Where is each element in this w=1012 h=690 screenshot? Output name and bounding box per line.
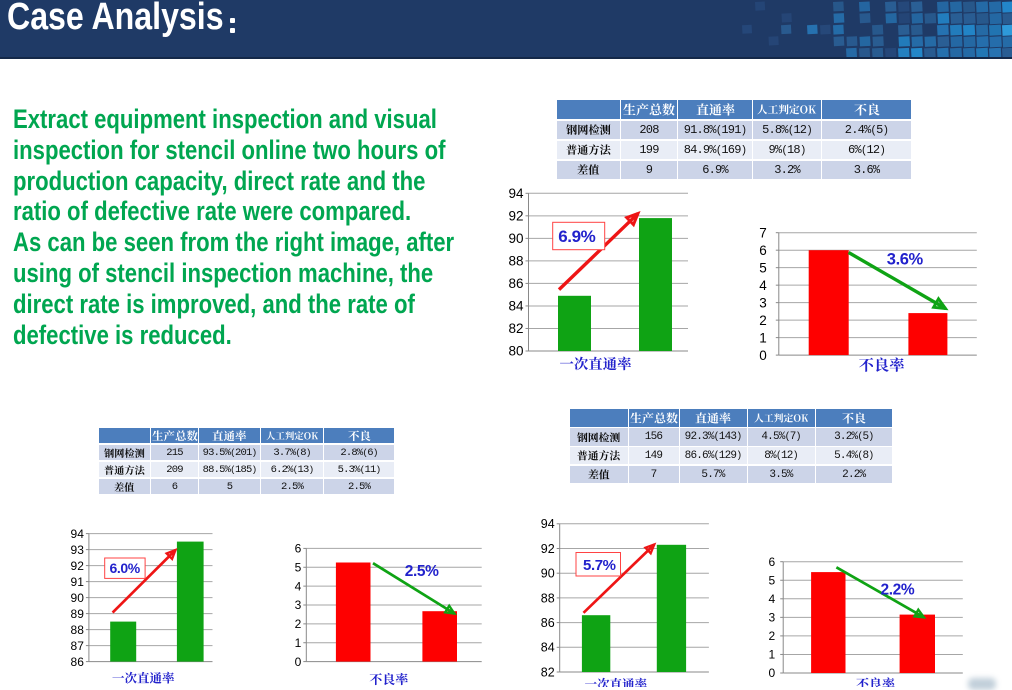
- svg-text:6: 6: [769, 555, 776, 569]
- svg-text:86: 86: [71, 655, 85, 669]
- svg-text:92: 92: [71, 559, 85, 573]
- svg-text:94: 94: [541, 517, 555, 531]
- svg-text:87: 87: [71, 639, 85, 653]
- svg-text:92: 92: [508, 209, 523, 224]
- svg-text:2.2%: 2.2%: [881, 581, 915, 598]
- svg-text:2: 2: [759, 313, 767, 328]
- svg-text:7: 7: [759, 225, 767, 240]
- svg-text:5: 5: [295, 561, 302, 575]
- svg-text:6: 6: [759, 243, 767, 258]
- svg-text:5.7%: 5.7%: [583, 557, 616, 574]
- svg-text:90: 90: [508, 231, 523, 246]
- svg-text:6: 6: [295, 542, 302, 556]
- svg-text:88: 88: [508, 254, 523, 269]
- svg-text:82: 82: [508, 321, 523, 336]
- svg-text:90: 90: [541, 567, 555, 581]
- svg-text:3: 3: [759, 295, 767, 310]
- svg-text:5: 5: [759, 260, 767, 275]
- svg-text:3: 3: [295, 598, 302, 612]
- svg-text:88: 88: [71, 623, 85, 637]
- svg-text:1: 1: [295, 636, 302, 650]
- svg-text:1: 1: [769, 648, 776, 662]
- svg-text:3.6%: 3.6%: [887, 251, 924, 269]
- svg-text:86: 86: [508, 276, 523, 291]
- svg-text:0: 0: [769, 666, 776, 680]
- svg-text:2: 2: [295, 617, 302, 631]
- svg-text:86: 86: [541, 616, 555, 630]
- svg-text:0: 0: [759, 348, 767, 363]
- svg-text:92: 92: [541, 542, 555, 556]
- svg-text:84: 84: [508, 299, 524, 314]
- svg-text:84: 84: [541, 641, 555, 655]
- svg-text:91: 91: [71, 575, 85, 589]
- svg-text:89: 89: [71, 607, 85, 621]
- svg-text:82: 82: [541, 665, 555, 679]
- svg-text:1: 1: [759, 330, 767, 345]
- svg-text:4: 4: [769, 592, 776, 606]
- svg-text:94: 94: [508, 186, 524, 201]
- svg-text:0: 0: [295, 655, 302, 669]
- svg-text:80: 80: [508, 344, 523, 359]
- svg-text:94: 94: [71, 527, 85, 541]
- svg-text:5: 5: [769, 574, 776, 588]
- svg-text:4: 4: [759, 278, 767, 293]
- svg-text:6.9%: 6.9%: [558, 227, 595, 246]
- svg-text:6.0%: 6.0%: [110, 560, 141, 576]
- svg-text:90: 90: [71, 591, 85, 605]
- svg-text:3: 3: [769, 611, 776, 625]
- svg-text:93: 93: [71, 543, 85, 557]
- svg-text:88: 88: [541, 591, 555, 605]
- svg-text:4: 4: [295, 579, 302, 593]
- svg-text:2.5%: 2.5%: [405, 563, 439, 580]
- svg-text:2: 2: [769, 629, 776, 643]
